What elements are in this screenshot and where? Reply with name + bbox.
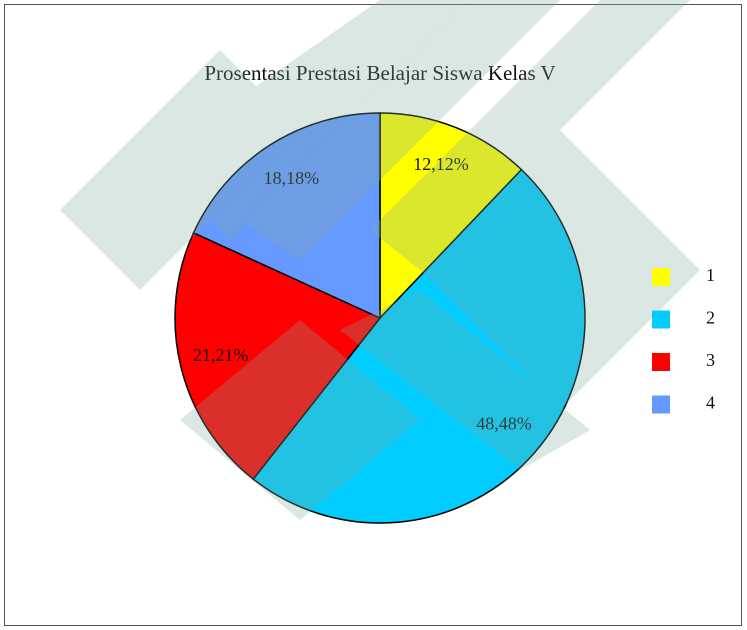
data-label: 48,48% xyxy=(476,414,532,434)
legend-swatch xyxy=(652,311,670,329)
legend-swatch xyxy=(652,353,670,371)
chart: Prosentasi Prestasi Belajar Siswa Kelas … xyxy=(0,0,747,630)
data-label: 21,21% xyxy=(193,345,249,365)
legend-label: 2 xyxy=(706,308,715,328)
data-label: 18,18% xyxy=(264,168,320,188)
legend-label: 1 xyxy=(706,265,715,285)
chart-title: Prosentasi Prestasi Belajar Siswa Kelas … xyxy=(204,61,555,85)
pie xyxy=(175,113,585,523)
legend-swatch xyxy=(652,268,670,286)
legend-label: 3 xyxy=(706,350,715,370)
legend-swatch xyxy=(652,396,670,414)
legend-label: 4 xyxy=(706,393,715,413)
page: {"chart_data": {"type": "pie", "title": … xyxy=(0,0,747,630)
data-label: 12,12% xyxy=(413,154,469,174)
